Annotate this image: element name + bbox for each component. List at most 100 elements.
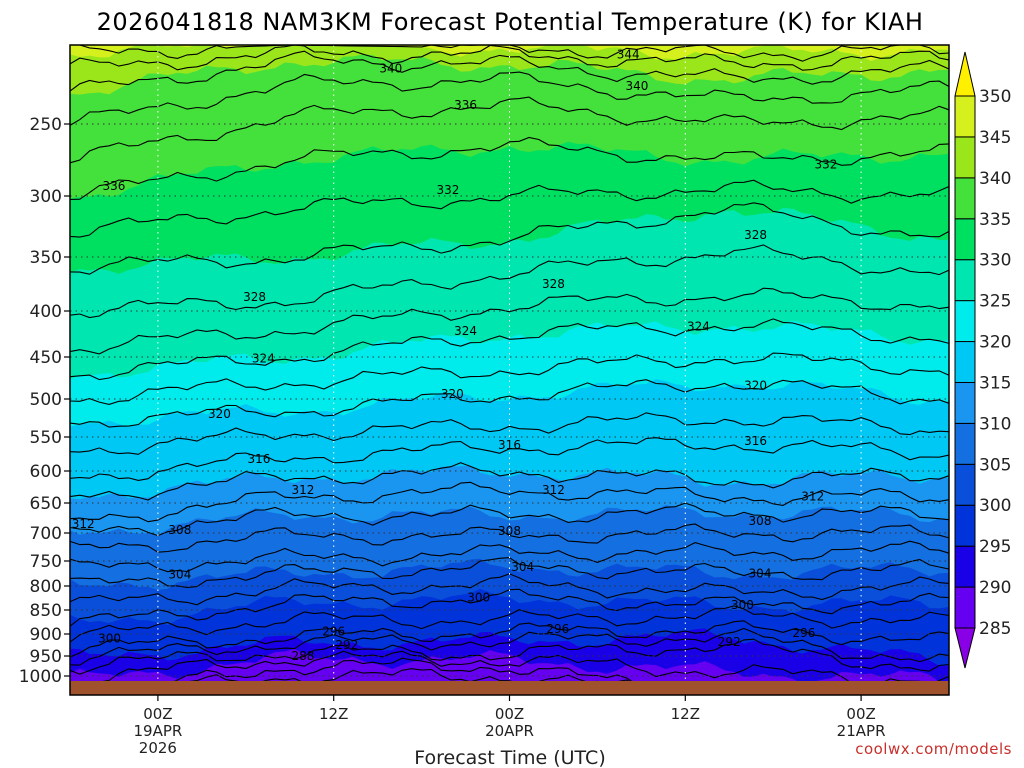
colorbar-segment: [954, 218, 976, 261]
colorbar-label: 330: [979, 251, 1011, 271]
contour-label: 336: [454, 98, 477, 112]
credit-text: coolwx.com/models: [855, 740, 1012, 758]
colorbar-segment: [954, 177, 976, 220]
colorbar-segment: [954, 381, 976, 424]
contour-label: 292: [718, 635, 741, 649]
y-tick-label: 550: [30, 428, 62, 448]
contour-label: 296: [546, 622, 569, 636]
colorbar-segment: [954, 341, 976, 383]
y-axis: 250 300 350 400 450 500 550 600 650 700 750 800 850 9…: [19, 115, 70, 687]
x-tick-label: 12Z: [671, 705, 700, 723]
chart-title: 2026041818 NAM3KM Forecast Potential Tem…: [97, 8, 924, 36]
colorbar-label: 350: [979, 87, 1011, 107]
contour-label: 308: [498, 524, 521, 538]
colorbar-label: 315: [979, 373, 1011, 393]
contour-label: 312: [72, 517, 95, 531]
x-tick-label: 20APR: [485, 722, 534, 740]
x-tick-label: 12Z: [319, 705, 348, 723]
colorbar-label: 320: [979, 333, 1011, 353]
contour-label: 324: [454, 324, 477, 338]
contour-label: 320: [744, 379, 767, 393]
contour-294: [69, 627, 950, 666]
colorbar-segment: [954, 136, 976, 179]
contour-label: 300: [98, 631, 121, 645]
y-tick-label: 250: [30, 115, 62, 135]
contour-label: 344: [617, 47, 640, 61]
contour-label: 320: [208, 407, 231, 421]
x-tick-label: 00Z: [495, 705, 524, 723]
contour-label: 332: [437, 183, 460, 197]
colorbar-label: 345: [979, 128, 1011, 148]
colorbar-label: 300: [979, 496, 1011, 516]
y-tick-label: 1000: [19, 667, 62, 687]
contour-336: [69, 96, 950, 164]
y-tick-label: 750: [30, 552, 62, 572]
contour-label: 288: [291, 649, 314, 663]
contour-342: [69, 44, 950, 71]
colorbar-label: 285: [979, 619, 1011, 639]
contour-label: 316: [498, 438, 521, 452]
contour-label: 300: [731, 598, 754, 612]
contour-label: 316: [248, 452, 271, 466]
contour-320: [69, 379, 950, 428]
y-tick-label: 350: [30, 248, 62, 268]
contour-label: 308: [168, 523, 191, 537]
y-tick-label: 300: [30, 187, 62, 207]
colorbar-segment: [954, 586, 976, 629]
contour-label: 292: [335, 638, 358, 652]
contour-label: 316: [744, 434, 767, 448]
colorbar-segment: [954, 95, 976, 138]
contour-label: 340: [379, 62, 402, 76]
contour-label: 296: [793, 626, 816, 640]
band-340: [70, 45, 949, 95]
band-345: [70, 45, 949, 61]
grid-lines: [70, 45, 949, 695]
colorbar-label: 305: [979, 455, 1011, 475]
contour-326: [69, 287, 950, 355]
contour-label: 312: [291, 483, 314, 497]
contour-328: [69, 244, 950, 319]
colorbar-label: 335: [979, 210, 1011, 230]
contour-label: 328: [744, 228, 767, 242]
contour-322: [69, 352, 950, 405]
y-tick-label: 700: [30, 524, 62, 544]
band-335: [70, 45, 949, 199]
colorbar-segment: [954, 463, 976, 506]
contour-label: 312: [801, 490, 824, 504]
contour-label: 336: [102, 179, 125, 193]
contour-label: 300: [467, 591, 490, 605]
x-tick-label: 00Z: [846, 705, 875, 723]
contour-332: [69, 179, 950, 238]
y-tick-label: 450: [30, 348, 62, 368]
contour-334: [69, 136, 950, 201]
colorbar-bottom-arrow: [954, 627, 976, 669]
contour-label: 312: [542, 483, 565, 497]
x-tick-label: 21APR: [837, 722, 886, 740]
y-tick-label: 800: [30, 577, 62, 597]
y-tick-label: 500: [30, 390, 62, 410]
colorbar-segment: [954, 545, 976, 588]
contour-label: 328: [542, 277, 565, 291]
contour-324: [69, 318, 950, 381]
colorbar-top-arrow: [954, 51, 976, 97]
y-tick-label: 900: [30, 625, 62, 645]
contour-label: 332: [814, 157, 837, 171]
colorbar: 285 290 295 300 305 310 315 320 325 330 335 340 345 3…: [954, 51, 1011, 669]
colorbar-label: 290: [979, 578, 1011, 598]
colorbar-segment: [954, 422, 976, 465]
y-tick-label: 850: [30, 601, 62, 621]
contour-296: [69, 620, 950, 658]
contour-label: 304: [749, 567, 772, 581]
contour-292: [69, 638, 950, 675]
y-tick-label: 600: [30, 462, 62, 482]
contour-label: 296: [322, 625, 345, 639]
contour-labels: 344 340 340 336 336 332 332 328 328 328 324 324 324 3…: [72, 47, 838, 663]
contour-label: 304: [511, 560, 534, 574]
y-tick-label: 650: [30, 494, 62, 514]
x-tick-label: 00Z: [143, 705, 172, 723]
colorbar-segment: [954, 300, 976, 343]
contour-label: 324: [252, 352, 275, 366]
contour-318: [69, 412, 950, 455]
